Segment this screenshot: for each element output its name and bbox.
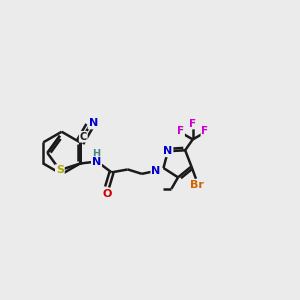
Text: C: C [80, 132, 87, 142]
Text: H: H [92, 149, 101, 159]
Text: Br: Br [190, 180, 204, 190]
Text: O: O [102, 189, 112, 199]
Text: N: N [152, 166, 160, 176]
Text: N: N [163, 146, 172, 156]
Text: F: F [201, 127, 208, 136]
Text: F: F [189, 118, 196, 128]
Text: N: N [92, 157, 101, 167]
Text: S: S [56, 165, 64, 175]
Text: F: F [177, 127, 184, 136]
Text: N: N [88, 118, 98, 128]
